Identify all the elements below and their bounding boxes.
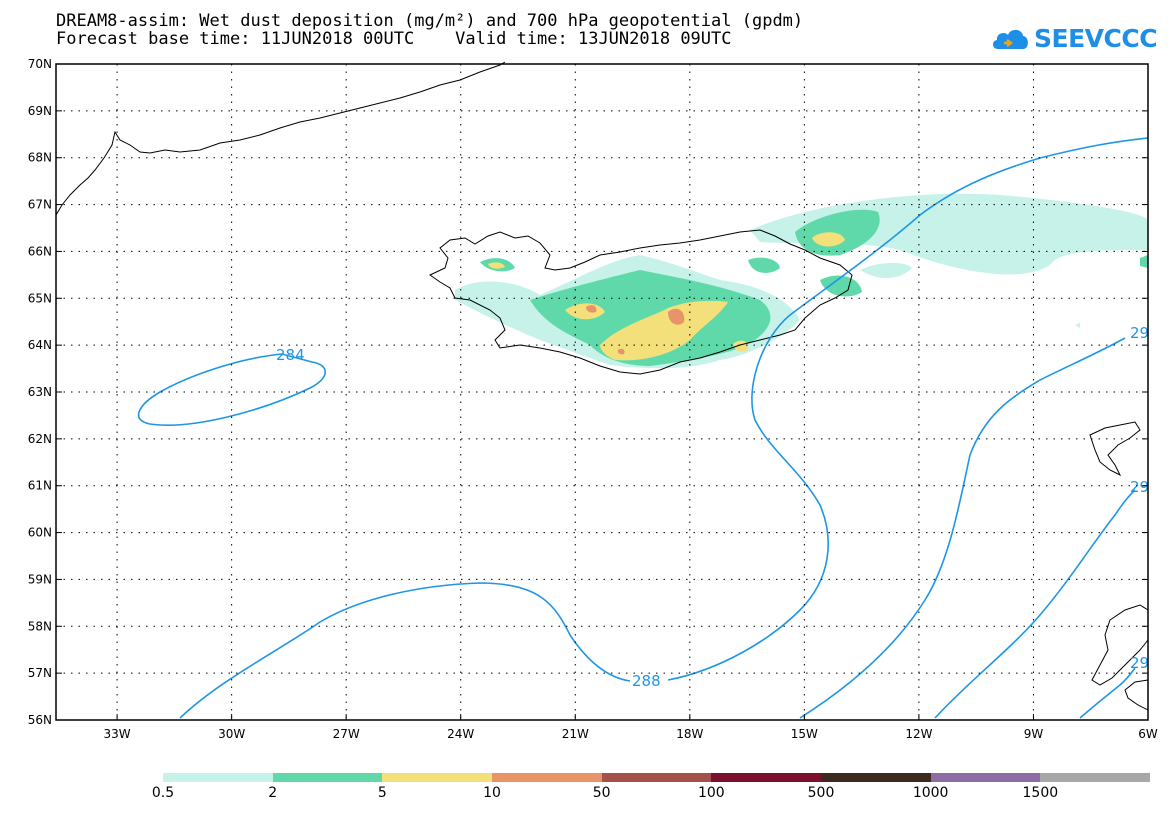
lat-label: 59N	[28, 572, 52, 586]
colorbar-label: 100	[697, 785, 725, 801]
lat-label: 62N	[28, 432, 52, 446]
dust-deposition-layer	[455, 193, 1148, 369]
lat-label: 57N	[28, 666, 52, 680]
contour-labels: 284 288 29 29 29	[276, 324, 1149, 690]
contour-label: 29	[1130, 324, 1149, 342]
lat-label: 56N	[28, 713, 52, 727]
colorbar-swatch	[163, 773, 273, 782]
colorbar-label: 5	[377, 785, 387, 801]
lat-label: 63N	[28, 385, 52, 399]
lat-label: 64N	[28, 338, 52, 352]
seevccc-logo: SEEVCCC	[990, 20, 1158, 56]
lon-label: 33W	[104, 727, 131, 741]
lon-label: 6W	[1138, 727, 1158, 741]
lat-label: 66N	[28, 244, 52, 258]
coastlines	[55, 61, 1149, 711]
lat-label: 60N	[28, 526, 52, 540]
lat-label: 58N	[28, 619, 52, 633]
latitude-axis: 70N 69N 68N 67N 66N 65N 64N 63N 62N 61N 60N 59N 58N 5…	[28, 57, 1148, 727]
colorbar-label: 50	[592, 785, 611, 801]
lat-label: 70N	[28, 57, 52, 71]
contour-label: 29	[1130, 478, 1149, 496]
colorbar-swatch	[492, 773, 602, 782]
contour-label: 288	[632, 672, 661, 690]
lat-label: 65N	[28, 291, 52, 305]
colorbar-swatch	[930, 773, 1041, 782]
colorbar-label: 1500	[1022, 785, 1059, 801]
colorbar-label: 0.5	[151, 785, 175, 801]
map-frame	[55, 63, 1149, 721]
map-subtitle: Forecast base time: 11JUN2018 00UTC Vali…	[56, 29, 732, 49]
colorbar-swatch	[821, 773, 931, 782]
logo-text: SEEVCCC	[1034, 23, 1158, 53]
colorbar-label: 10	[483, 785, 501, 801]
lon-label: 21W	[562, 727, 589, 741]
colorbar-label: 2	[268, 785, 278, 801]
lon-label: 27W	[333, 727, 360, 741]
colorbar-label: 500	[807, 785, 835, 801]
contour-label: 29	[1130, 654, 1149, 672]
colorbar-swatch	[711, 773, 822, 782]
lon-label: 9W	[1024, 727, 1044, 741]
graticule	[56, 64, 1148, 720]
map-title: DREAM8-assim: Wet dust deposition (mg/m²…	[56, 11, 804, 31]
colorbar-label: 1000	[912, 785, 949, 801]
cloud-logo-icon	[992, 29, 1028, 49]
lat-label: 69N	[28, 104, 52, 118]
lon-label: 12W	[905, 727, 932, 741]
lon-label: 15W	[791, 727, 818, 741]
colorbar	[163, 773, 1151, 782]
contour-label: 284	[276, 346, 305, 364]
colorbar-swatch	[601, 773, 712, 782]
lat-label: 61N	[28, 479, 52, 493]
colorbar-swatch	[1040, 773, 1151, 782]
lat-label: 68N	[28, 151, 52, 165]
lat-label: 67N	[28, 198, 52, 212]
colorbar-swatch	[382, 773, 493, 782]
colorbar-swatch	[272, 773, 383, 782]
lon-label: 18W	[676, 727, 703, 741]
longitude-axis: 33W 30W 27W 24W 21W 18W 15W 12W 9W 6W	[104, 714, 1158, 741]
lon-label: 24W	[447, 727, 474, 741]
lon-label: 30W	[218, 727, 245, 741]
